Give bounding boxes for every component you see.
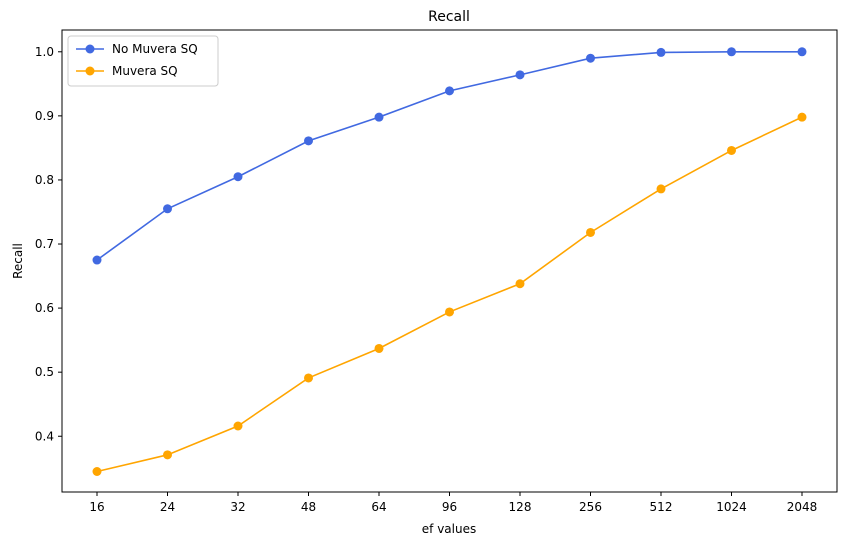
x-tick-label: 96 [442, 500, 457, 514]
y-tick-label: 0.7 [35, 237, 54, 251]
data-point [445, 86, 454, 96]
data-point [727, 145, 736, 155]
data-point [586, 53, 595, 63]
y-axis-label: Recall [11, 243, 25, 279]
chart-title: Recall [428, 9, 470, 25]
data-point [515, 279, 525, 289]
y-tick-label: 0.9 [35, 109, 54, 123]
data-point [163, 450, 172, 460]
legend: No Muvera SQ Muvera SQ [67, 35, 219, 87]
data-point [304, 373, 313, 383]
data-point [374, 112, 384, 122]
data-point [727, 47, 736, 57]
data-point [163, 204, 172, 214]
plot-area [62, 30, 837, 492]
x-tick-label: 24 [160, 500, 175, 514]
x-tick-label: 256 [579, 500, 602, 514]
data-point [586, 227, 595, 237]
y-tick-label: 1.0 [35, 45, 54, 59]
data-point [92, 466, 102, 476]
legend-marker [85, 66, 95, 76]
data-point [374, 343, 384, 353]
x-tick-label: 32 [230, 500, 245, 514]
data-point [797, 112, 807, 122]
legend-box [67, 35, 219, 87]
data-point [656, 184, 666, 194]
legend-label: No Muvera SQ [112, 42, 198, 56]
x-tick-label: 128 [509, 500, 532, 514]
data-point [445, 307, 454, 317]
x-tick-label: 512 [650, 500, 673, 514]
y-tick-label: 0.4 [35, 429, 54, 443]
x-tick-label: 16 [89, 500, 104, 514]
x-tick-label: 48 [301, 500, 316, 514]
data-point [304, 136, 313, 146]
x-tick-label: 64 [371, 500, 386, 514]
data-point [92, 255, 102, 265]
legend-label: Muvera SQ [112, 64, 178, 78]
data-point [233, 172, 243, 182]
data-point [515, 70, 525, 80]
y-tick-label: 0.6 [35, 301, 54, 315]
x-tick-label: 1024 [716, 500, 747, 514]
x-axis-label: ef values [422, 522, 476, 536]
data-point [797, 47, 807, 57]
y-tick-label: 0.5 [35, 365, 54, 379]
y-tick-label: 0.8 [35, 173, 54, 187]
data-point [233, 421, 243, 431]
data-point [656, 47, 666, 57]
x-tick-label: 2048 [787, 500, 818, 514]
legend-marker [85, 44, 95, 54]
